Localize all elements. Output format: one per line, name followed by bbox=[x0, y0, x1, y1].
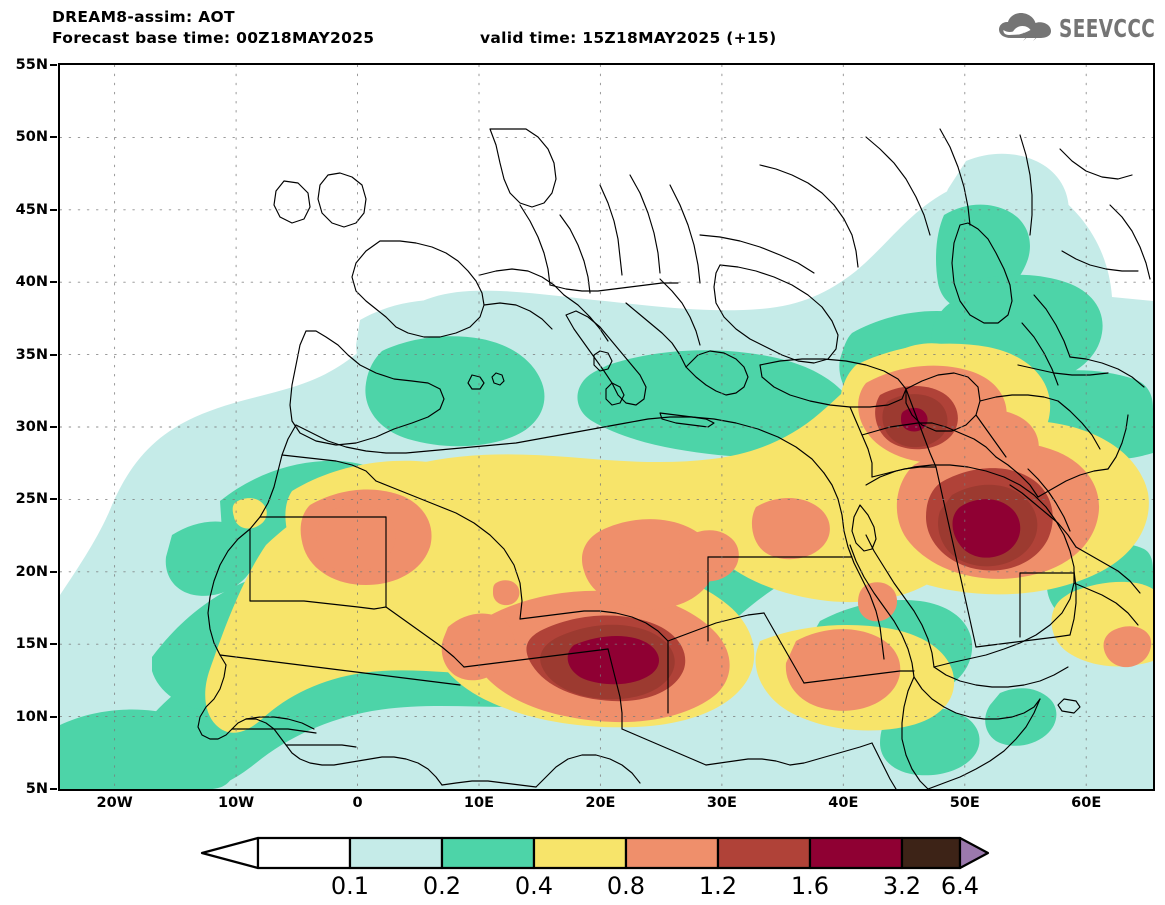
y-axis-tick-mark bbox=[50, 281, 57, 284]
colorbar-over-arrow bbox=[958, 836, 990, 870]
y-axis-tick-label: 20N bbox=[15, 563, 48, 580]
x-axis-tick-label: 0 bbox=[352, 795, 363, 811]
y-axis-tick-label: 5N bbox=[25, 781, 48, 797]
logo-text: SEEVCCC bbox=[1059, 13, 1156, 43]
cloud-arrow-icon bbox=[999, 13, 1051, 41]
map-geography bbox=[60, 65, 1153, 789]
colorbar: 0.1 0.2 0.4 0.8 1.2 1.6 3.2 6.4 bbox=[0, 832, 1165, 905]
x-axis-tick-label: 50E bbox=[949, 795, 980, 811]
colorbar-tick-label: 1.2 bbox=[698, 872, 738, 900]
colorbar-tick-label: 0.1 bbox=[330, 872, 370, 900]
chart-header: DREAM8-assim: AOT Forecast base time: 00… bbox=[0, 0, 1165, 58]
y-axis-tick-mark bbox=[50, 715, 57, 718]
y-axis-tick-label: 10N bbox=[15, 708, 48, 725]
y-axis-tick-label: 35N bbox=[15, 346, 48, 363]
y-axis-tick-label: 55N bbox=[15, 57, 48, 73]
colorbar-tick-label: 3.2 bbox=[882, 872, 922, 900]
y-axis-tick-label: 45N bbox=[15, 201, 48, 218]
x-axis-tick-label: 30E bbox=[706, 795, 737, 811]
x-axis-tick-label: 20W bbox=[96, 795, 133, 811]
y-axis-tick-mark bbox=[50, 643, 57, 646]
y-axis-tick-mark bbox=[50, 208, 57, 211]
y-axis-tick-label: 30N bbox=[15, 419, 48, 435]
x-axis-tick-label: 10E bbox=[463, 795, 495, 811]
y-axis-tick-mark bbox=[50, 498, 57, 501]
colorbar-under-arrow bbox=[200, 836, 260, 870]
map-plot-area bbox=[58, 63, 1155, 791]
y-axis-tick-label: 50N bbox=[15, 129, 48, 146]
colorbar-tick-label: 6.4 bbox=[940, 872, 980, 900]
forecast-base-time: Forecast base time: 00Z18MAY2025 bbox=[52, 29, 375, 47]
page-title: DREAM8-assim: AOT bbox=[52, 8, 235, 26]
colorbar-tick-label: 0.4 bbox=[514, 872, 554, 900]
aot-contour-map bbox=[60, 65, 1153, 789]
y-axis-tick-mark bbox=[50, 136, 57, 139]
y-axis-tick-label: 25N bbox=[15, 491, 48, 508]
colorbar-tick-label: 1.6 bbox=[790, 872, 830, 900]
colorbar-tick-label: 0.8 bbox=[606, 872, 646, 900]
x-axis-tick-label: 20E bbox=[585, 795, 616, 811]
x-axis-tick-label: 60E bbox=[1071, 795, 1102, 811]
y-axis-tick-mark bbox=[50, 353, 57, 356]
y-axis-tick-label: 40N bbox=[15, 274, 48, 291]
colorbar-tick-label: 0.2 bbox=[422, 872, 462, 900]
seevccc-logo: SEEVCCC bbox=[997, 6, 1157, 50]
valid-time: valid time: 15Z18MAY2025 (+15) bbox=[480, 29, 777, 47]
x-axis-tick-label: 40E bbox=[828, 795, 859, 811]
y-axis-tick-label: 15N bbox=[15, 636, 48, 653]
colorbar-swatches bbox=[200, 836, 990, 870]
y-axis-tick-mark bbox=[50, 64, 57, 66]
x-axis-tick-label: 10W bbox=[218, 795, 255, 811]
y-axis-tick-mark bbox=[50, 570, 57, 573]
y-axis-tick-mark bbox=[50, 788, 57, 790]
y-axis-tick-mark bbox=[50, 426, 57, 428]
